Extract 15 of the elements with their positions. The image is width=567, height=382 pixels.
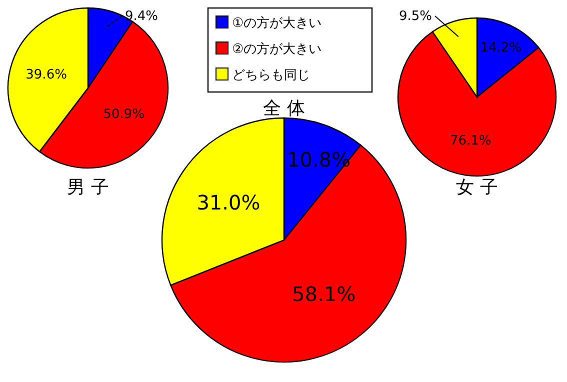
data-label: 10.8% xyxy=(287,147,351,172)
data-label: 76.1% xyxy=(450,134,492,149)
data-label: 14.2% xyxy=(480,40,522,56)
data-label: 58.1% xyxy=(292,282,356,306)
data-label: 9.4% xyxy=(125,9,158,24)
text: 全 体 xyxy=(263,98,305,119)
legend-label: ①の方が大きい xyxy=(232,15,322,31)
text: 女 子 xyxy=(456,177,498,198)
legend-label: どちらも同じ xyxy=(232,68,310,83)
data-label: 9.5% xyxy=(398,9,432,24)
text: 男 子 xyxy=(67,177,109,198)
data-label: 50.9% xyxy=(103,107,144,122)
data-label: 39.6% xyxy=(26,67,67,82)
legend-label: ②の方が大きい xyxy=(232,41,322,57)
data-label: 31.0% xyxy=(196,190,260,214)
